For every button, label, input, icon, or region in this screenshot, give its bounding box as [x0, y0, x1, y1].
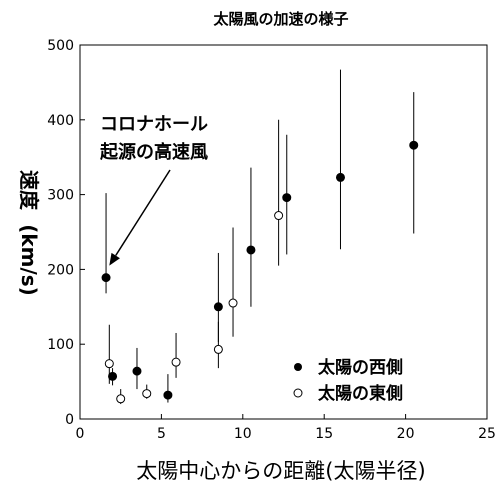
legend: 太陽の西側 太陽の東側	[293, 357, 403, 404]
data-series	[101, 69, 419, 405]
legend-label-east: 太陽の東側	[318, 383, 403, 404]
y-axis-label-unit: (km/s)	[17, 224, 41, 296]
y-axis-label: 速度 (km/s)	[17, 170, 41, 296]
data-point	[246, 245, 256, 255]
legend-label-west: 太陽の西側	[318, 357, 403, 378]
x-axis-label: 太陽中心からの距離(太陽半径)	[136, 459, 425, 483]
data-point	[213, 302, 223, 312]
plot-frame	[79, 44, 488, 420]
y-axis-label-quantity: 速度	[17, 170, 41, 211]
x-tick-label: 5	[157, 426, 166, 442]
annotation-arrow-head	[109, 252, 120, 266]
x-tick-label: 0	[76, 426, 85, 442]
y-tick-label: 300	[47, 188, 74, 204]
data-point	[132, 366, 142, 376]
legend-marker-east	[293, 388, 303, 398]
data-point	[228, 298, 238, 308]
annotation-line-1: コロナホール	[100, 114, 208, 135]
annotation: コロナホール 起源の高速風	[99, 114, 208, 266]
data-point	[104, 359, 114, 369]
data-point	[409, 140, 419, 150]
chart-title: 太陽風の加速の様子	[213, 10, 348, 28]
y-tick-label: 100	[47, 337, 74, 353]
plot-area	[79, 44, 488, 420]
annotation-line-2: 起源の高速風	[99, 141, 208, 163]
legend-marker-west	[294, 363, 302, 371]
data-point	[274, 211, 284, 221]
data-point	[116, 394, 126, 404]
series-west	[101, 69, 419, 403]
data-point	[335, 172, 345, 182]
y-tick-label: 500	[47, 38, 74, 54]
x-axis-ticks: 0 5 10 15 20 25	[76, 414, 496, 442]
data-point	[101, 273, 111, 283]
y-tick-label: 400	[47, 113, 74, 129]
x-tick-label: 15	[315, 426, 333, 442]
annotation-arrow-line	[115, 169, 171, 256]
data-point	[163, 390, 173, 400]
x-tick-label: 20	[397, 426, 415, 442]
data-point	[171, 357, 181, 367]
data-point	[142, 389, 152, 399]
y-tick-label: 200	[47, 262, 74, 278]
data-point	[213, 344, 223, 354]
series-east	[104, 119, 284, 405]
x-tick-label: 10	[234, 426, 252, 442]
x-tick-label: 25	[478, 426, 496, 442]
y-axis-ticks: 0 100 200 300 400 500	[47, 38, 85, 428]
data-point	[282, 193, 292, 203]
data-point	[108, 371, 118, 381]
y-tick-label: 0	[65, 412, 74, 428]
